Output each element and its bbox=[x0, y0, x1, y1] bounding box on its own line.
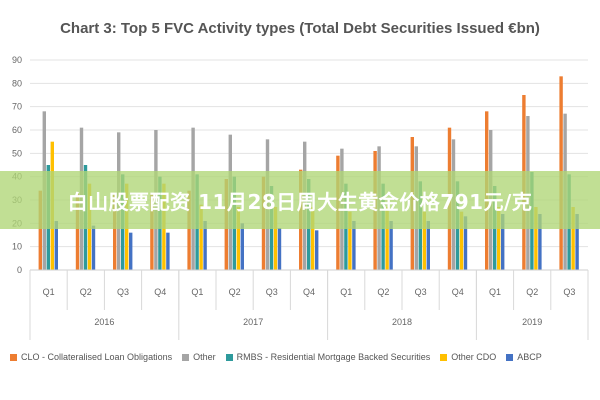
bar bbox=[187, 190, 191, 270]
legend-swatch bbox=[506, 353, 514, 361]
x-tick-label: Q4 bbox=[452, 287, 464, 297]
chart-title: Chart 3: Top 5 FVC Activity types (Total… bbox=[60, 20, 540, 37]
legend-label: ABCP bbox=[517, 352, 542, 362]
bar bbox=[315, 230, 319, 270]
x-tick-label: Q1 bbox=[191, 287, 203, 297]
legend-item: RMBS - Residential Mortgage Backed Secur… bbox=[225, 352, 431, 362]
legend-label: Other bbox=[193, 352, 216, 362]
bar bbox=[273, 207, 278, 270]
x-tick-label: Q2 bbox=[377, 287, 389, 297]
x-tick-label: Q4 bbox=[154, 287, 166, 297]
legend-swatch bbox=[182, 353, 190, 361]
bar bbox=[311, 207, 315, 270]
bar bbox=[422, 211, 426, 270]
bar bbox=[236, 207, 240, 270]
legend-label: Other CDO bbox=[451, 352, 497, 362]
bar bbox=[277, 228, 282, 270]
legend-swatch bbox=[10, 353, 17, 361]
bar bbox=[240, 223, 244, 270]
bar bbox=[571, 207, 575, 270]
bar bbox=[91, 225, 96, 270]
legend-item: ABCP bbox=[506, 352, 542, 362]
x-tick-label: Q1 bbox=[340, 287, 352, 297]
bar bbox=[497, 207, 501, 270]
x-tick-label: Q2 bbox=[229, 287, 241, 297]
x-tick-label: Q1 bbox=[489, 287, 501, 297]
bar bbox=[538, 214, 542, 270]
legend-item: Other bbox=[182, 352, 216, 362]
year-label: 2016 bbox=[94, 317, 114, 327]
bar bbox=[150, 193, 154, 270]
bar bbox=[534, 207, 538, 270]
bar bbox=[501, 214, 505, 270]
y-tick-label: 60 bbox=[12, 125, 22, 135]
bar bbox=[459, 211, 464, 270]
year-label: 2018 bbox=[392, 317, 412, 327]
x-tick-label: Q4 bbox=[303, 287, 315, 297]
legend-swatch bbox=[440, 353, 448, 361]
bar bbox=[75, 193, 80, 270]
bar bbox=[54, 221, 58, 270]
x-tick-label: Q3 bbox=[117, 287, 129, 297]
legend: CLO - Collateralised Loan Obligations Oth… bbox=[10, 352, 595, 362]
y-tick-label: 10 bbox=[12, 242, 22, 252]
x-tick-label: Q3 bbox=[415, 287, 427, 297]
legend-label: CLO - Collateralised Loan Obligations bbox=[21, 352, 173, 362]
year-label: 2017 bbox=[243, 317, 263, 327]
bar bbox=[38, 190, 42, 270]
legend-item: CLO - Collateralised Loan Obligations bbox=[10, 352, 172, 362]
x-tick-label: Q2 bbox=[80, 287, 92, 297]
x-tick-label: Q3 bbox=[563, 287, 575, 297]
bar bbox=[166, 232, 170, 270]
bar bbox=[348, 211, 352, 270]
x-tick-label: Q1 bbox=[43, 287, 55, 297]
bar bbox=[385, 207, 389, 270]
y-tick-label: 70 bbox=[12, 102, 22, 112]
bar bbox=[463, 216, 468, 270]
bar bbox=[129, 232, 133, 270]
bar bbox=[203, 221, 207, 270]
bar bbox=[575, 214, 579, 270]
year-label: 2019 bbox=[522, 317, 542, 327]
x-tick-label: Q3 bbox=[266, 287, 278, 297]
bar bbox=[389, 221, 393, 270]
bar bbox=[113, 193, 117, 270]
y-tick-label: 0 bbox=[17, 265, 22, 275]
overlay-banner[interactable]: 白山股票配资 11月28日周大生黄金价格791元/克 bbox=[0, 171, 600, 229]
bar bbox=[199, 204, 203, 270]
legend-item: Other CDO bbox=[440, 352, 496, 362]
y-tick-label: 90 bbox=[12, 55, 22, 65]
legend-label: RMBS - Residential Mortgage Backed Secur… bbox=[236, 352, 431, 362]
bar bbox=[426, 221, 430, 270]
x-tick-label: Q2 bbox=[526, 287, 538, 297]
y-tick-label: 50 bbox=[12, 148, 22, 158]
legend-swatch bbox=[225, 353, 233, 361]
bar bbox=[352, 221, 356, 270]
y-tick-label: 80 bbox=[12, 78, 22, 88]
